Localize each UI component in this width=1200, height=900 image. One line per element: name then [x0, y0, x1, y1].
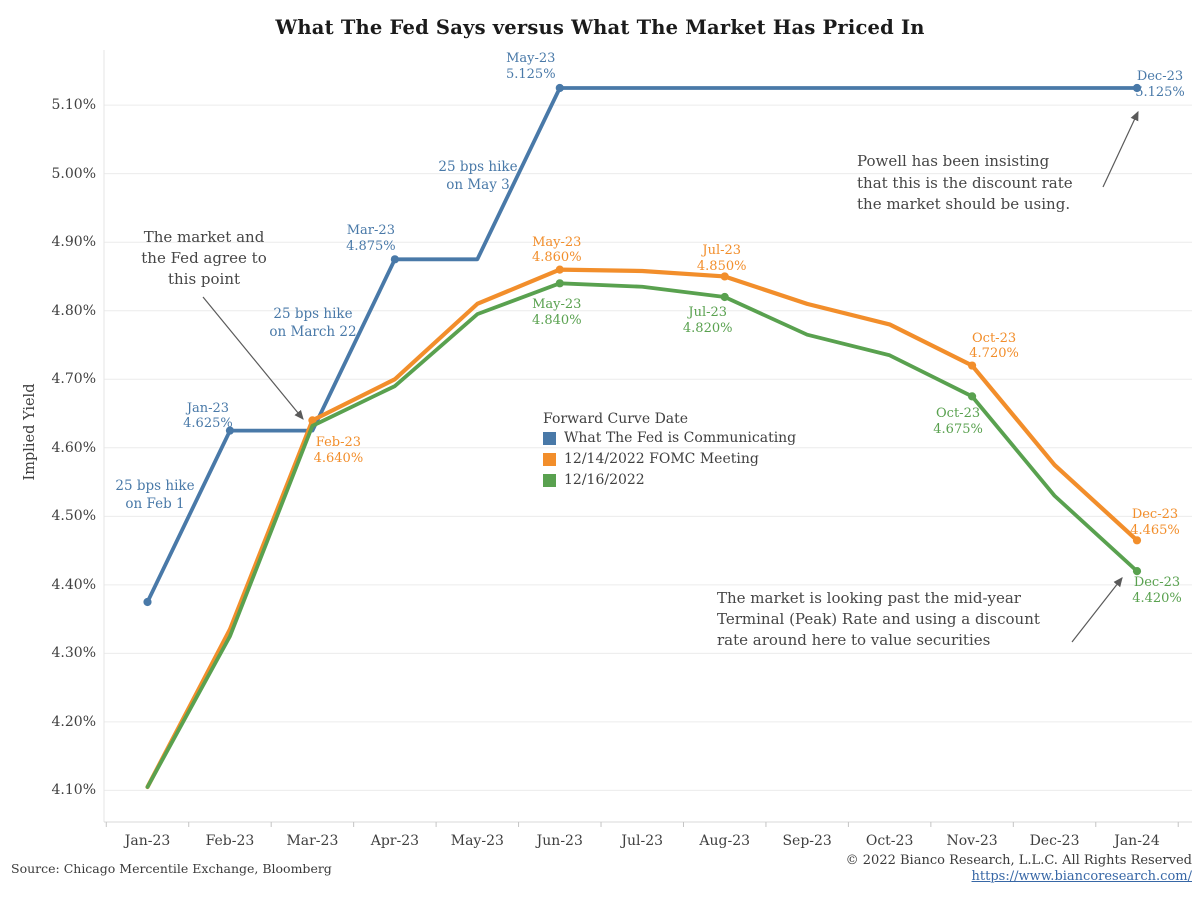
series-marker [308, 416, 317, 425]
annotation-arrow [1071, 577, 1123, 643]
copyright-note: © 2022 Bianco Research, L.L.C. All Right… [845, 853, 1192, 868]
y-axis-title: Implied Yield [22, 383, 38, 481]
series-marker [555, 279, 564, 288]
annotation-hike-march22: 25 bps hike on March 22 [269, 306, 357, 340]
series-marker [720, 272, 729, 281]
series-marker [1132, 83, 1142, 93]
legend-item-fomc: 12/14/2022 FOMC Meeting [543, 451, 796, 467]
series-line [145, 281, 1139, 789]
series-marker [967, 392, 977, 401]
series-marker [720, 292, 729, 302]
annotation-powell-insisting: Powell has been insisting that this is t… [857, 152, 1073, 213]
annotation-hike-may3: 25 bps hike on May 3 [438, 159, 518, 193]
series-line [145, 267, 1140, 790]
series-marker [1132, 567, 1142, 576]
series-marker [1132, 536, 1142, 545]
series-marker [967, 361, 977, 370]
annotation-arrow [1102, 110, 1139, 188]
legend-item-fed: What The Fed is Communicating [543, 430, 796, 446]
legend-swatch-blue [543, 431, 556, 445]
legend: Forward Curve Date What The Fed is Commu… [543, 411, 796, 494]
series-marker [225, 426, 235, 435]
legend-title: Forward Curve Date [543, 411, 689, 427]
series-marker [143, 597, 152, 607]
annotation-hike-feb1: 25 bps hike on Feb 1 [115, 478, 195, 512]
legend-swatch-orange [543, 452, 556, 466]
legend-item-dec16: 12/16/2022 [543, 472, 796, 488]
series-marker [555, 265, 564, 274]
annotation-market-looking-past: The market is looking past the mid-year … [717, 589, 1040, 649]
series-marker [555, 83, 564, 93]
annotation-arrow [202, 296, 304, 420]
legend-swatch-green [543, 473, 556, 487]
footer-right: © 2022 Bianco Research, L.L.C. All Right… [846, 853, 1192, 885]
source-note: Source: Chicago Mercentile Exchange, Blo… [11, 861, 332, 876]
series-marker [390, 255, 399, 264]
website-link[interactable]: https://www.biancoresearch.com/ [971, 869, 1192, 884]
chart-title: What The Fed Says versus What The Market… [275, 16, 925, 39]
annotation-market-fed-agree: The market and the Fed agree to this poi… [141, 228, 267, 288]
